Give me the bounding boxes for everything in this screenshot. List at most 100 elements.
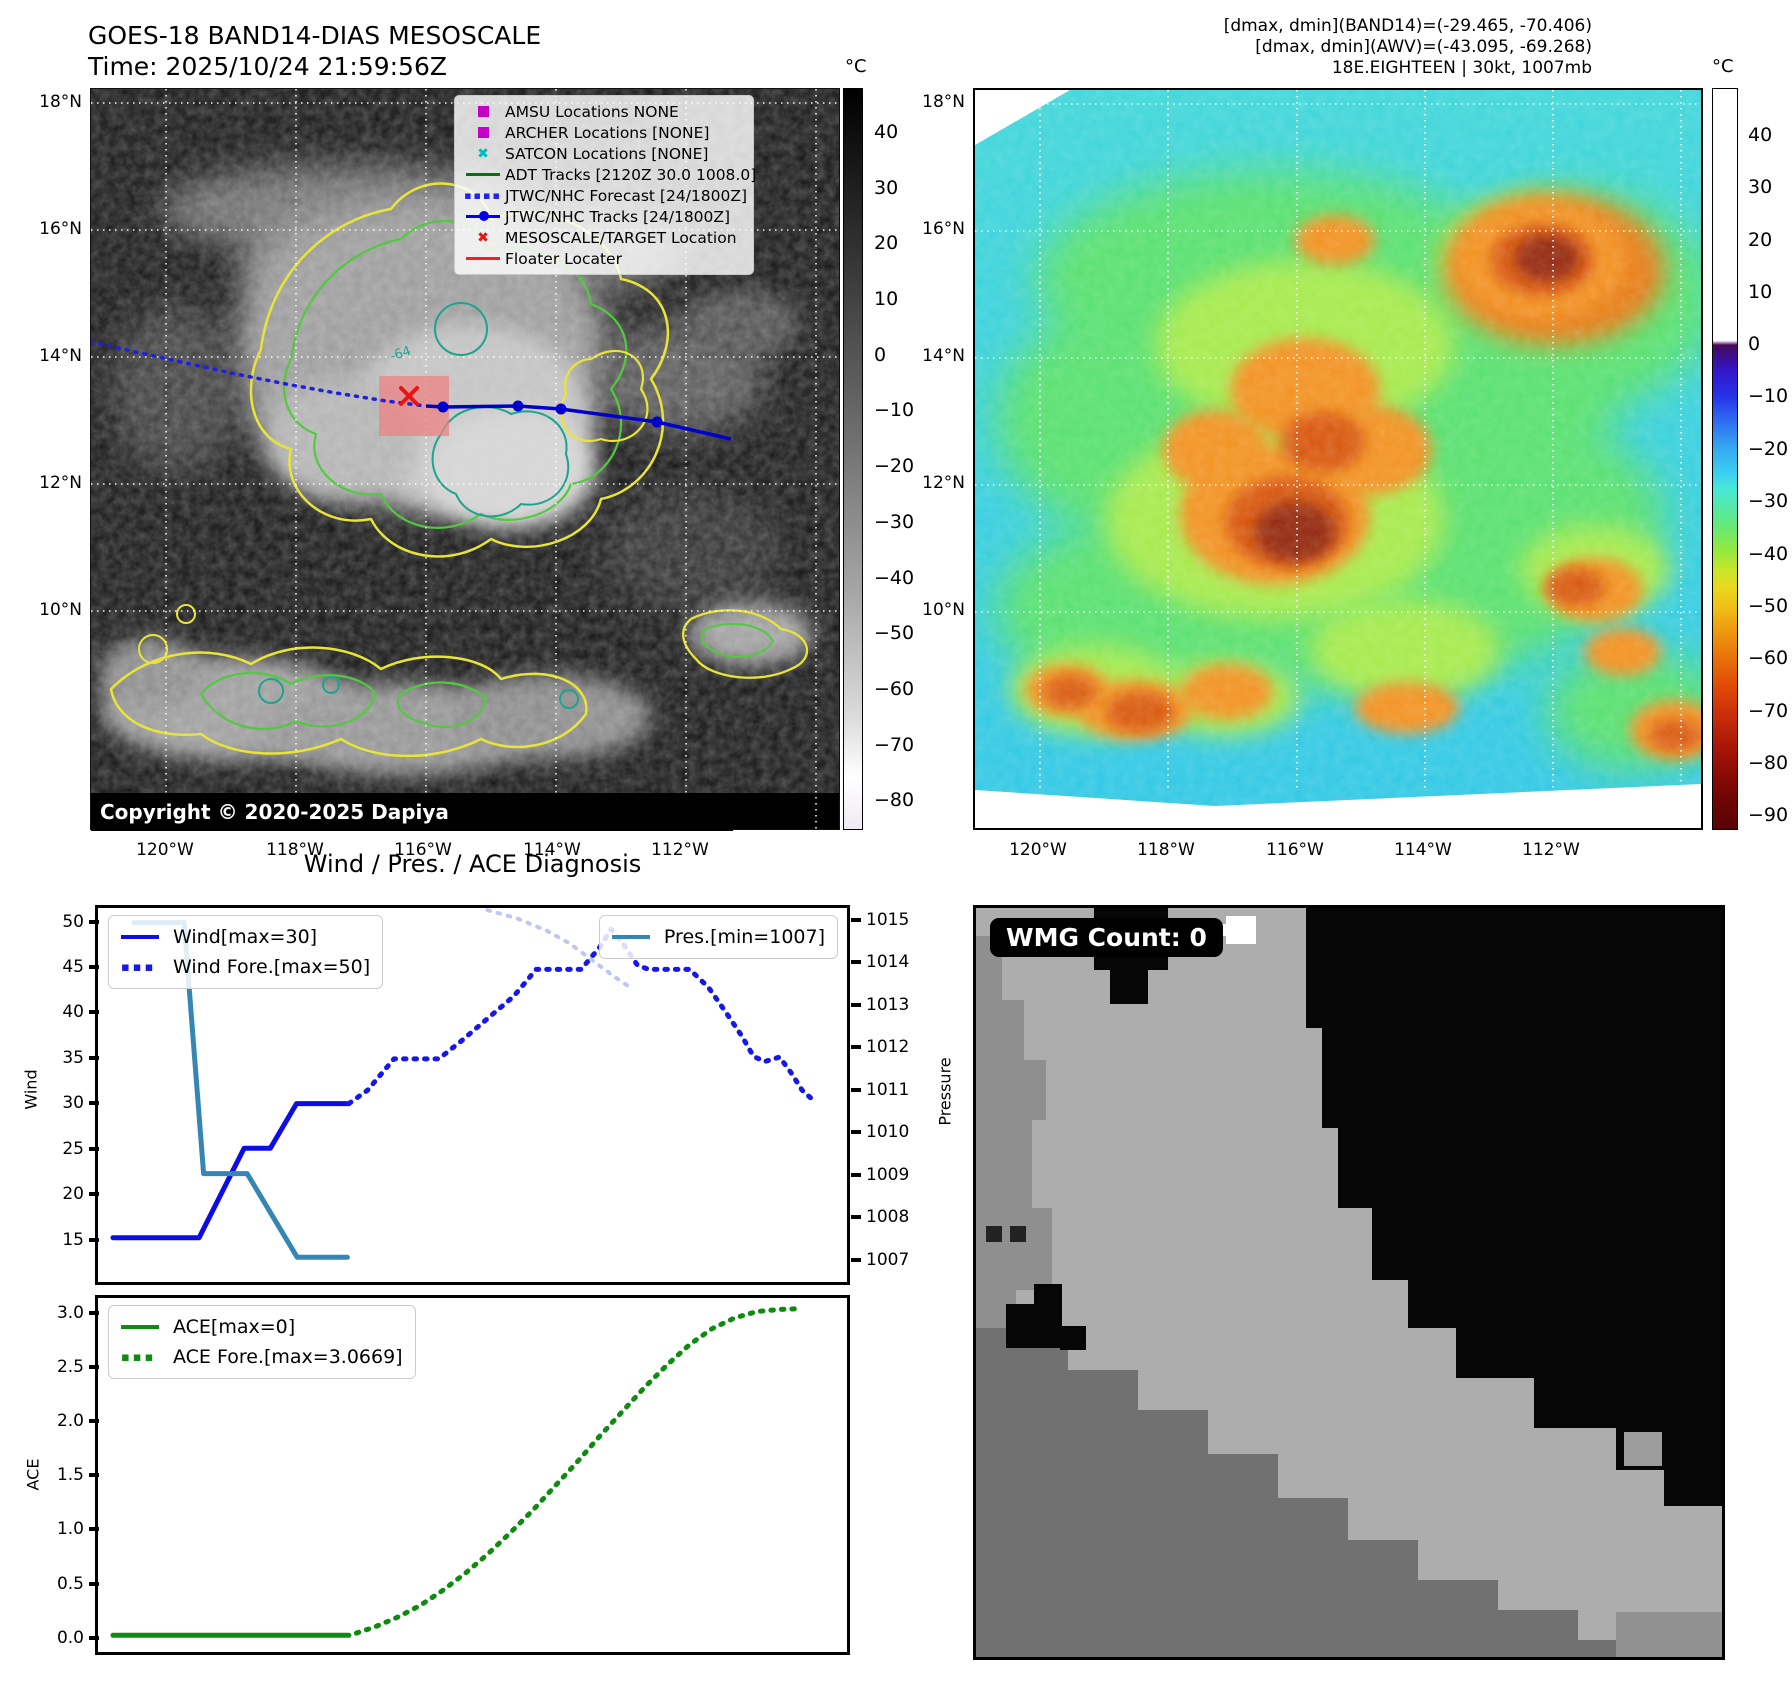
tick-label: 3.0: [24, 1302, 99, 1324]
tick-label: −60: [1748, 647, 1789, 669]
tick-label: −70: [874, 734, 915, 756]
tick-label: −40: [1748, 543, 1789, 565]
series-line: [110, 1101, 352, 1241]
temperature-contours: [109, 182, 809, 758]
legend-item: JTWC/NHC Tracks [24/1800Z]: [461, 206, 745, 227]
tick-label: 1012: [851, 1036, 936, 1058]
legend-item: ▪▪▪▪ JTWC/NHC Forecast [24/1800Z]: [461, 185, 748, 206]
tick-label: 0: [874, 344, 887, 366]
tick-label: 16°N: [922, 219, 965, 239]
awv-colorbar: [1712, 88, 1738, 830]
legend-label: JTWC/NHC Forecast [24/1800Z]: [505, 186, 748, 205]
tick-label: 14°N: [922, 346, 965, 366]
tick-label: 2.5: [24, 1356, 99, 1378]
tick-label: −90: [1748, 804, 1789, 826]
tick-label: 120°W: [136, 840, 194, 860]
map-legend: AMSU Locations NONE ARCHER Locations [NO…: [454, 95, 756, 275]
tick-label: 40: [24, 1001, 99, 1023]
line-swatch-icon: [611, 934, 650, 940]
series-line: [485, 908, 636, 992]
legend-item: Wind[max=30]: [121, 922, 370, 952]
legend-item: ✖ SATCON Locations [NONE]: [461, 143, 745, 164]
tick-label: −30: [874, 511, 915, 533]
legend-item: ADT Tracks [2120Z 30.0 1008.0]: [461, 164, 756, 185]
wmg-mask-panel: WMG Count: 0: [973, 905, 1725, 1660]
tick-label: 1011: [851, 1079, 936, 1101]
tick-label: −60: [874, 678, 915, 700]
tick-label: 2.0: [24, 1410, 99, 1432]
tick-label: −30: [1748, 490, 1789, 512]
tick-label: 0.0: [24, 1627, 99, 1649]
series-line: [353, 1306, 801, 1636]
tick-label: −80: [1748, 752, 1789, 774]
title-line-2: Time: 2025/10/24 21:59:56Z: [88, 52, 447, 81]
dotted-line-icon: ▪▪▪: [121, 1349, 157, 1365]
wind-legend: Wind[max=30] ▪▪▪ Wind Fore.[max=50]: [108, 915, 384, 989]
tick-label: 18°N: [922, 92, 965, 112]
ace-legend: ACE[max=0] ▪▪▪ ACE Fore.[max=3.0669]: [108, 1305, 416, 1379]
tick-label: 1015: [851, 909, 936, 931]
tick-label: 14°N: [39, 346, 82, 366]
line-swatch-icon: [466, 256, 500, 261]
wmg-mask-image: [976, 908, 1722, 1657]
contour-value-label: -64: [388, 344, 413, 365]
legend-label: Pres.[min=1007]: [663, 926, 825, 948]
chart-title: Wind / Pres. / ACE Diagnosis: [303, 850, 642, 878]
legend-item: AMSU Locations NONE: [461, 101, 745, 122]
wmg-count-badge: WMG Count: 0: [990, 918, 1223, 957]
graticule: [975, 90, 1701, 790]
tick-label: 112°W: [1522, 840, 1580, 860]
tick-label: 112°W: [651, 840, 709, 860]
legend-label: ACE Fore.[max=3.0669]: [173, 1346, 403, 1368]
tick-label: 120°W: [1009, 840, 1067, 860]
title-line-1: GOES-18 BAND14-DIAS MESOSCALE: [88, 21, 542, 50]
tick-label: 40: [874, 121, 899, 143]
tick-label: 1009: [851, 1164, 936, 1186]
tick-label: 10: [1748, 281, 1773, 303]
track-point-markers: [437, 400, 663, 428]
tick-label: −80: [874, 789, 915, 811]
tick-label: 1013: [851, 994, 936, 1016]
x-marker-icon: ✖: [477, 229, 489, 246]
legend-label: Wind Fore.[max=50]: [173, 956, 371, 978]
awv-color-map: [973, 88, 1703, 830]
square-marker-icon: [477, 106, 489, 117]
target-x-icon: [399, 386, 419, 406]
legend-label: ADT Tracks [2120Z 30.0 1008.0]: [505, 165, 757, 184]
figure-title: GOES-18 BAND14-DIAS MESOSCALE Time: 2025…: [88, 20, 541, 82]
wind-axis-label: Wind: [21, 1069, 41, 1110]
tick-label: 15: [24, 1229, 99, 1251]
tick-label: −20: [874, 455, 915, 477]
tick-label: 30: [874, 177, 899, 199]
tick-label: 10: [874, 288, 899, 310]
tick-label: 1010: [851, 1121, 936, 1143]
tick-label: 45: [24, 956, 99, 978]
info-dmax-awv: [dmax, dmin](AWV)=(-43.095, -69.268): [1255, 37, 1592, 57]
line-dot-icon: [466, 211, 500, 222]
legend-label: ARCHER Locations [NONE]: [505, 123, 710, 142]
tick-label: 116°W: [1266, 840, 1324, 860]
legend-item: ACE[max=0]: [121, 1312, 403, 1342]
info-dmax-band14: [dmax, dmin](BAND14)=(-29.465, -70.406): [1223, 16, 1592, 36]
legend-label: Wind[max=30]: [173, 926, 318, 948]
storm-info-block: [dmax, dmin](BAND14)=(-29.465, -70.406) …: [1224, 16, 1592, 79]
tick-label: 18°N: [39, 92, 82, 112]
legend-item: ARCHER Locations [NONE]: [461, 122, 745, 143]
awv-noise-texture: [975, 90, 1701, 828]
legend-item: ▪▪▪ ACE Fore.[max=3.0669]: [121, 1342, 403, 1372]
pressure-axis-label: Pressure: [935, 1057, 955, 1126]
band14-ir-map: -64 AMSU Locations NONE ARCHER Locations…: [90, 88, 840, 831]
tick-label: 20: [874, 232, 899, 254]
line-swatch-icon: [121, 934, 159, 940]
legend-label: SATCON Locations [NONE]: [505, 144, 709, 163]
tick-label: 10°N: [922, 600, 965, 620]
tick-label: 116°W: [394, 840, 452, 860]
tick-label: 1.5: [24, 1464, 99, 1486]
tick-label: 1008: [851, 1206, 936, 1228]
tick-label: 0: [1748, 333, 1761, 355]
tick-label: 16°N: [39, 219, 82, 239]
legend-item: ▪▪▪ Wind Fore.[max=50]: [121, 952, 370, 982]
tick-label: 1007: [851, 1249, 936, 1271]
tick-label: 114°W: [1394, 840, 1452, 860]
